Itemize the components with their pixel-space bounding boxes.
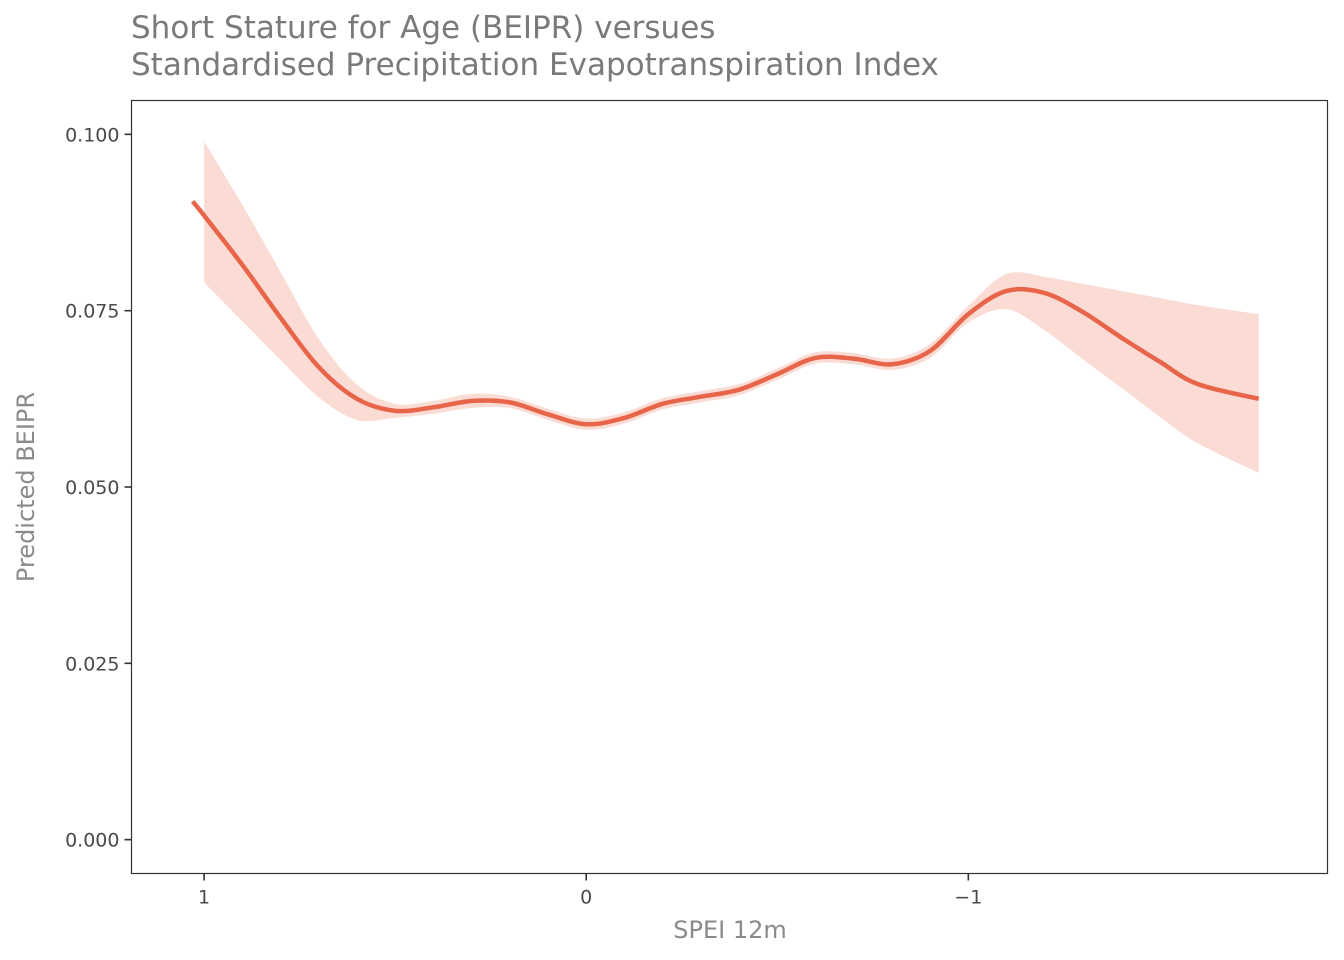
series-line [190, 199, 1260, 427]
chart-title-line: Short Stature for Age (BEIPR) versues [131, 10, 715, 46]
plot-panel [130, 99, 1329, 875]
x-axis-title: SPEI 12m [673, 916, 787, 944]
y-axis-title: Predicted BEIPR [12, 392, 40, 582]
confidence-band-layer [204, 141, 1259, 473]
y-tick-label: 0.050 [65, 477, 119, 499]
chart-title-line: Standardised Precipitation Evapotranspir… [131, 47, 939, 83]
y-axis: 0.000 0.025 0.050 0.075 0.100 [65, 124, 132, 852]
series-line-layer [190, 199, 1260, 427]
y-tick-label: 0.025 [65, 653, 119, 675]
y-tick-label: 0.100 [65, 124, 119, 146]
chart-title: Short Stature for Age (BEIPR) versues Sta… [131, 10, 939, 83]
confidence-band [204, 141, 1259, 473]
x-tick-label: 1 [198, 887, 210, 909]
y-tick-label: 0.000 [65, 830, 119, 852]
x-axis: 1 0 −1 [198, 873, 982, 909]
x-tick-label: −1 [954, 887, 982, 909]
y-tick-label: 0.075 [65, 301, 119, 323]
x-tick-label: 0 [580, 887, 592, 909]
